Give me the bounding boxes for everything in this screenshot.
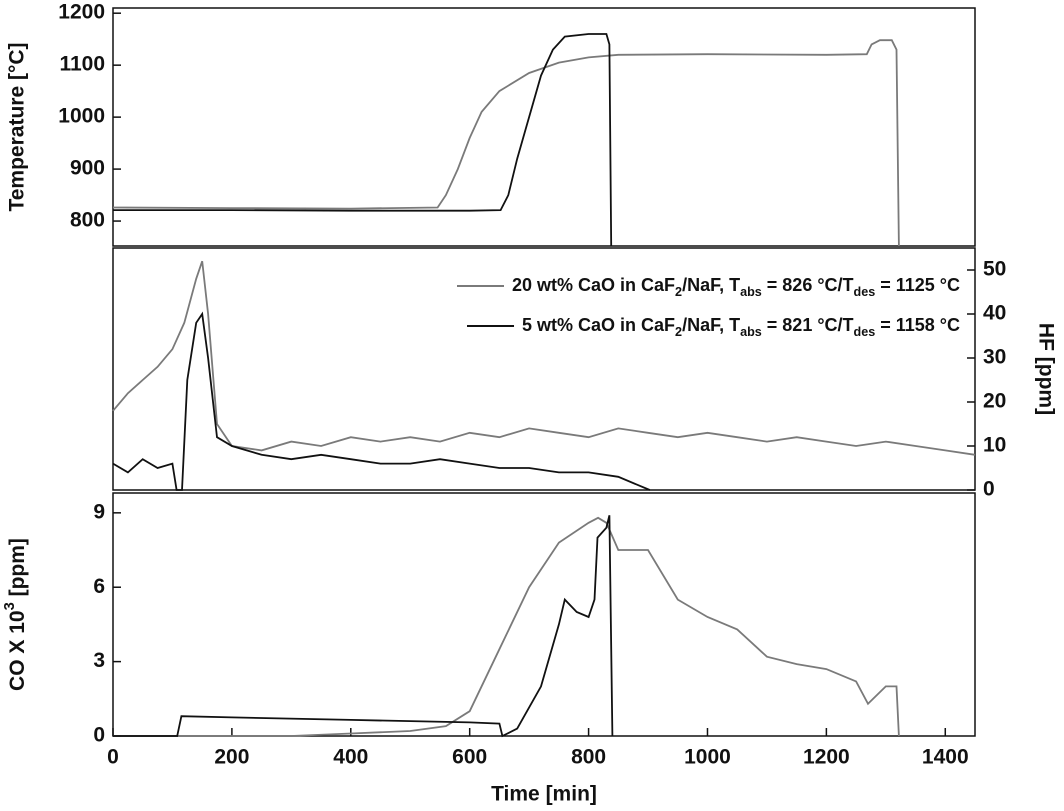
y-axis-label: CO X 103 [ppm] xyxy=(2,538,29,691)
y-tick-label: 0 xyxy=(93,724,105,747)
text-part: 3 xyxy=(2,602,18,610)
text-part: = 826 °C/T xyxy=(762,275,854,295)
text-part: des xyxy=(854,325,876,339)
text-part: /NaF, T xyxy=(682,315,740,335)
x-tick-label: 600 xyxy=(452,746,487,769)
y-tick-label: 30 xyxy=(983,346,1006,369)
y-tick-label: 10 xyxy=(983,434,1006,457)
data-line xyxy=(112,260,976,456)
x-tick-label: 0 xyxy=(107,746,119,769)
data-line xyxy=(112,311,651,491)
x-axis-label: Time [min] xyxy=(491,783,597,806)
text-part: abs xyxy=(740,285,762,299)
text-part: 2 xyxy=(675,285,682,299)
text-part: = 821 °C/T xyxy=(762,315,854,335)
plot-frame xyxy=(112,492,976,737)
text-part: des xyxy=(854,285,876,299)
text-part: CO X 10 xyxy=(6,610,29,691)
text-part: [ppm] xyxy=(6,538,29,602)
y-tick-label: 1100 xyxy=(59,53,105,76)
text-part: 2 xyxy=(675,325,682,339)
data-line xyxy=(112,39,900,247)
y-axis-label: HF [ppm] xyxy=(1034,323,1057,415)
y-tick-label: 1000 xyxy=(58,105,105,128)
y-tick-label: 9 xyxy=(93,500,105,523)
y-tick-label: 900 xyxy=(70,157,105,180)
data-line xyxy=(113,515,614,738)
data-line xyxy=(113,516,900,737)
y-tick-label: 50 xyxy=(983,258,1006,281)
text-part: = 1125 °C xyxy=(875,275,960,295)
x-tick-label: 800 xyxy=(571,746,606,769)
x-tick-label: 1200 xyxy=(803,746,850,769)
x-tick-label: 1400 xyxy=(922,746,969,769)
x-tick-label: 400 xyxy=(333,746,368,769)
y-tick-label: 1200 xyxy=(58,1,105,24)
legend-label: 20 wt% CaO in CaF2/NaF, Tabs = 826 °C/Td… xyxy=(512,275,960,300)
y-tick-label: 3 xyxy=(93,649,105,672)
y-tick-label: 20 xyxy=(983,390,1006,413)
text-part: abs xyxy=(740,325,762,339)
text-part: 5 wt% CaO in CaF xyxy=(522,315,675,335)
data-line xyxy=(113,33,613,247)
y-tick-label: 800 xyxy=(70,209,105,232)
x-tick-label: 1000 xyxy=(684,746,731,769)
legend-label: 5 wt% CaO in CaF2/NaF, Tabs = 821 °C/Tde… xyxy=(522,315,960,340)
y-tick-label: 40 xyxy=(983,302,1006,325)
text-part: 20 wt% CaO in CaF xyxy=(512,275,675,295)
text-part: = 1158 °C xyxy=(875,315,960,335)
plot-frame xyxy=(112,7,976,247)
text-part: /NaF, T xyxy=(682,275,740,295)
y-axis-label: Temperature [°C] xyxy=(6,42,29,211)
plot-frame xyxy=(112,247,976,491)
x-tick-label: 200 xyxy=(214,746,249,769)
y-tick-label: 0 xyxy=(983,478,995,501)
y-tick-label: 6 xyxy=(93,575,105,598)
